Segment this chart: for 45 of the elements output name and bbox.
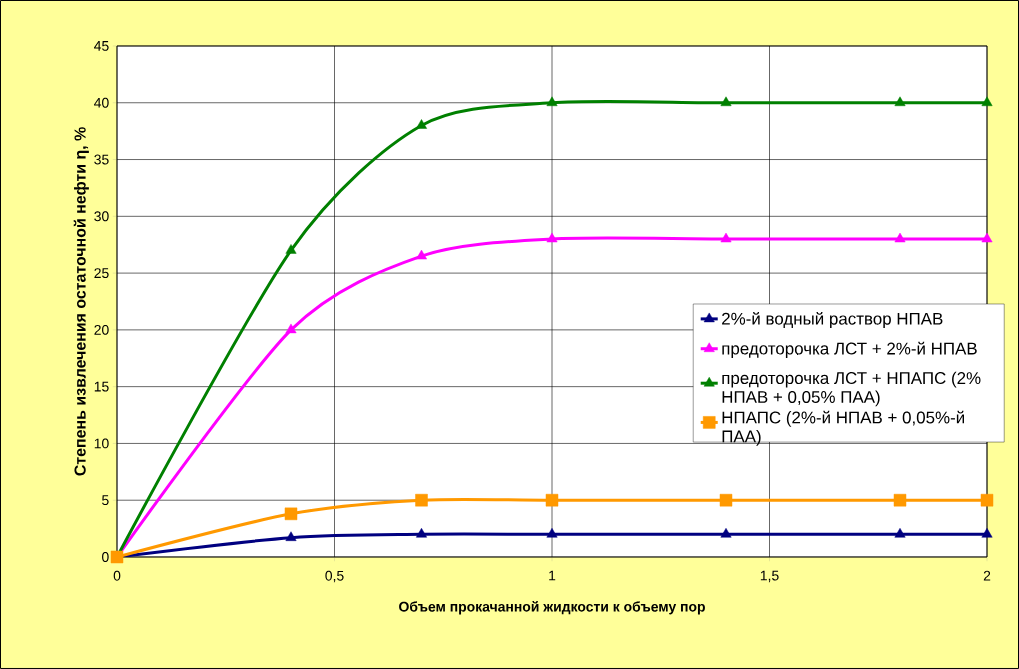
y-tick-label: 35 bbox=[94, 154, 109, 165]
point bbox=[720, 528, 732, 538]
point bbox=[981, 232, 993, 243]
point bbox=[720, 232, 732, 243]
x-tick-label: 0,5 bbox=[325, 570, 344, 583]
point bbox=[981, 96, 993, 107]
legend-label: предоторочка ЛСТ + 2%-й НПАВ bbox=[722, 341, 977, 358]
point bbox=[981, 528, 993, 538]
y-tick-label: 10 bbox=[94, 438, 109, 449]
legend-label: 2%-й водный раствор НПАВ bbox=[722, 311, 943, 329]
point bbox=[980, 493, 994, 507]
point bbox=[720, 96, 732, 107]
x-tick-label: 2 bbox=[983, 570, 991, 581]
point bbox=[416, 119, 427, 129]
x-tick-label: 1 bbox=[549, 570, 556, 581]
point bbox=[285, 531, 297, 541]
y-tick-label: 0 bbox=[102, 552, 109, 562]
point bbox=[416, 249, 427, 260]
point bbox=[285, 323, 297, 334]
y-axis-title: Степень извлечения остаточной нефти η, % bbox=[73, 127, 89, 476]
x-tick-label: 0 bbox=[113, 570, 121, 581]
point bbox=[284, 507, 298, 521]
x-axis-title: Объем прокачанной жидкости к объему пор bbox=[399, 601, 705, 615]
y-tick-label: 25 bbox=[94, 268, 109, 279]
legend-label: предоторочка ЛСТ + НПАПС (2% НПАВ + 0,05% ПАА) bbox=[722, 371, 981, 407]
point bbox=[545, 493, 559, 507]
legend-label: НПАПС (2%-й НПАВ + 0,05%-й ПАА) bbox=[722, 410, 964, 446]
point bbox=[894, 232, 906, 243]
point bbox=[546, 528, 558, 538]
point bbox=[893, 493, 907, 507]
point bbox=[894, 528, 906, 538]
point bbox=[894, 96, 906, 107]
point bbox=[415, 493, 428, 507]
y-tick-label: 20 bbox=[94, 324, 109, 335]
y-tick-label: 40 bbox=[94, 97, 109, 108]
y-tick-label: 5 bbox=[102, 495, 109, 506]
point bbox=[546, 232, 558, 243]
y-tick-label: 45 bbox=[94, 41, 109, 51]
point bbox=[285, 244, 297, 254]
x-tick-label: 1,5 bbox=[760, 570, 779, 583]
point bbox=[416, 528, 427, 538]
y-tick-label: 15 bbox=[94, 381, 109, 392]
y-tick-label: 30 bbox=[94, 211, 109, 222]
point bbox=[546, 96, 558, 107]
point bbox=[719, 493, 733, 507]
